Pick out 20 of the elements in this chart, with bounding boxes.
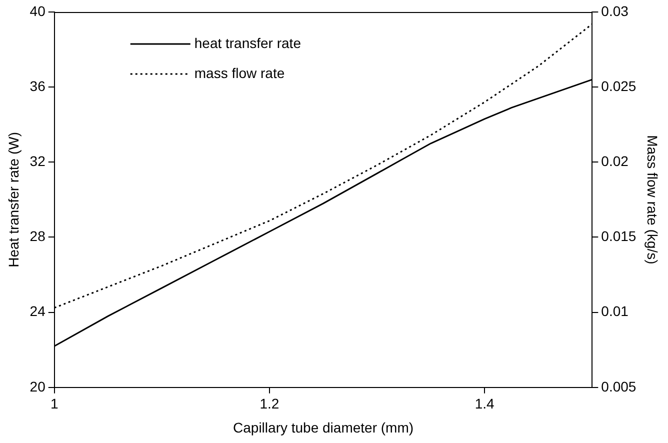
y2-tick-label: 0.005 bbox=[601, 378, 636, 394]
y-tick-label: 20 bbox=[30, 378, 46, 394]
y2-axis-title: Mass flow rate (kg/s) bbox=[644, 135, 661, 264]
y-tick-label: 36 bbox=[30, 78, 46, 94]
x-tick-label: 1.2 bbox=[260, 396, 280, 412]
y-tick-label: 24 bbox=[30, 303, 46, 320]
y2-tick-label: 0.01 bbox=[601, 303, 629, 320]
y2-tick-label: 0.03 bbox=[601, 2, 629, 19]
legend-label: mass flow rate bbox=[194, 64, 285, 81]
x-tick-label: 1 bbox=[50, 396, 58, 412]
y2-tick-label: 0.025 bbox=[601, 78, 636, 94]
x-tick-label: 1.4 bbox=[474, 396, 495, 412]
y-tick-label: 32 bbox=[30, 153, 46, 170]
y2-tick-label: 0.02 bbox=[601, 153, 629, 170]
y-tick-label: 28 bbox=[30, 228, 46, 244]
y-tick-label: 40 bbox=[30, 2, 46, 19]
y2-tick-label: 0.015 bbox=[601, 228, 636, 244]
x-axis-title: Capillary tube diameter (mm) bbox=[233, 419, 414, 436]
y-axis-title: Heat transfer rate (W) bbox=[5, 132, 22, 268]
legend-label: heat transfer rate bbox=[194, 34, 302, 51]
